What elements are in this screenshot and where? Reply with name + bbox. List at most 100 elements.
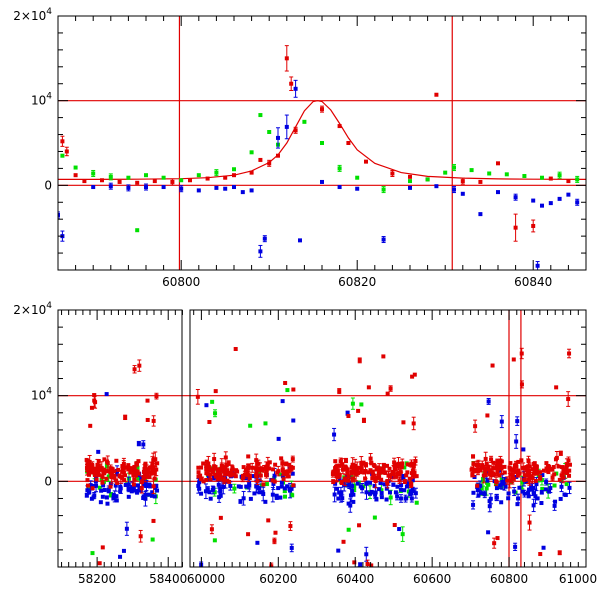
x-tick-label: 58400 xyxy=(149,572,187,586)
season-data-point xyxy=(132,477,137,482)
red-data-point xyxy=(170,179,175,184)
season-data-point xyxy=(486,464,491,469)
season-data-point xyxy=(374,475,379,480)
season-data-point xyxy=(97,467,102,472)
season-data-point xyxy=(531,503,536,508)
season-data-point xyxy=(336,548,341,553)
season-data-point xyxy=(539,501,544,506)
green-data-point xyxy=(232,167,236,172)
season-data-point xyxy=(350,463,355,468)
season-data-point xyxy=(143,496,148,501)
season-data-point xyxy=(527,470,532,475)
season-data-point xyxy=(291,483,296,488)
season-data-point xyxy=(495,536,500,541)
season-data-point xyxy=(494,486,499,491)
season-data-point xyxy=(538,476,543,481)
blue-data-point xyxy=(240,190,245,195)
season-data-point xyxy=(85,478,90,483)
blue-data-point xyxy=(126,185,131,190)
season-data-point xyxy=(283,494,288,499)
season-data-point xyxy=(146,470,151,475)
season-data-point xyxy=(287,462,292,467)
season-data-point xyxy=(345,467,350,472)
season-data-point xyxy=(352,483,357,488)
season-data-point xyxy=(535,496,540,501)
blue-data-point xyxy=(284,124,289,129)
season-data-point xyxy=(126,494,131,499)
season-data-point xyxy=(502,481,507,486)
season-data-point xyxy=(337,476,342,481)
season-data-point xyxy=(397,527,402,532)
season-data-point xyxy=(93,469,98,474)
season-data-point xyxy=(123,482,128,487)
season-data-point xyxy=(235,469,240,474)
season-data-point xyxy=(331,469,336,474)
season-data-point xyxy=(129,489,134,494)
season-data-point xyxy=(366,385,371,390)
red-data-point xyxy=(566,179,571,184)
season-data-point xyxy=(397,478,402,483)
season-data-point xyxy=(507,465,512,470)
season-data-point xyxy=(373,490,378,495)
season-data-point xyxy=(197,480,202,485)
season-data-point xyxy=(257,470,262,475)
season-data-point xyxy=(391,482,396,487)
season-data-point xyxy=(282,486,287,491)
season-data-point xyxy=(405,481,410,486)
season-data-point xyxy=(488,468,493,473)
season-data-point xyxy=(104,476,109,481)
season-data-point xyxy=(535,471,540,476)
season-data-point xyxy=(558,496,563,501)
red-data-point xyxy=(320,107,324,112)
season-data-point xyxy=(357,523,362,528)
season-data-point xyxy=(400,532,405,537)
season-data-point xyxy=(533,494,538,499)
green-data-point xyxy=(355,175,360,180)
green-data-point xyxy=(108,174,113,179)
season-data-point xyxy=(409,482,414,487)
season-data-point xyxy=(395,471,400,476)
season-data-point xyxy=(343,477,348,482)
season-data-point xyxy=(151,418,156,423)
season-data-point xyxy=(255,478,260,483)
season-data-point xyxy=(516,459,521,464)
season-data-point xyxy=(547,489,552,494)
season-data-point xyxy=(246,532,251,537)
season-data-point xyxy=(533,478,538,483)
season-data-point xyxy=(522,473,527,478)
season-data-point xyxy=(365,561,370,566)
season-data-point xyxy=(388,386,393,391)
red-data-point xyxy=(64,149,69,154)
season-data-point xyxy=(552,472,557,477)
season-data-point xyxy=(141,496,146,501)
x-tick-label: 60600 xyxy=(413,572,451,586)
green-data-point xyxy=(302,119,307,124)
season-data-point xyxy=(254,483,259,488)
season-data-point xyxy=(532,468,537,473)
season-data-point xyxy=(475,469,480,474)
x-tick-label: 60840 xyxy=(514,275,552,289)
season-data-point xyxy=(205,464,210,469)
season-data-point xyxy=(104,495,109,500)
season-data-point xyxy=(357,358,362,363)
season-data-point xyxy=(248,496,253,501)
season-data-point xyxy=(519,458,524,463)
season-data-point xyxy=(345,471,350,476)
season-data-point xyxy=(499,500,504,505)
season-data-point xyxy=(379,491,384,496)
season-data-point xyxy=(243,468,248,473)
blue-data-point xyxy=(566,192,571,197)
season-data-point xyxy=(479,486,484,491)
season-data-point xyxy=(85,458,90,463)
season-data-point xyxy=(502,470,507,475)
season-data-point xyxy=(413,491,418,496)
season-data-point xyxy=(540,486,545,491)
season-data-point xyxy=(370,476,375,481)
season-data-point xyxy=(560,465,565,470)
red-data-point xyxy=(100,178,104,183)
season-data-point xyxy=(412,372,417,377)
season-data-point xyxy=(524,466,529,471)
season-data-point xyxy=(87,490,92,495)
season-data-point xyxy=(346,474,351,479)
season-data-point xyxy=(510,474,515,479)
